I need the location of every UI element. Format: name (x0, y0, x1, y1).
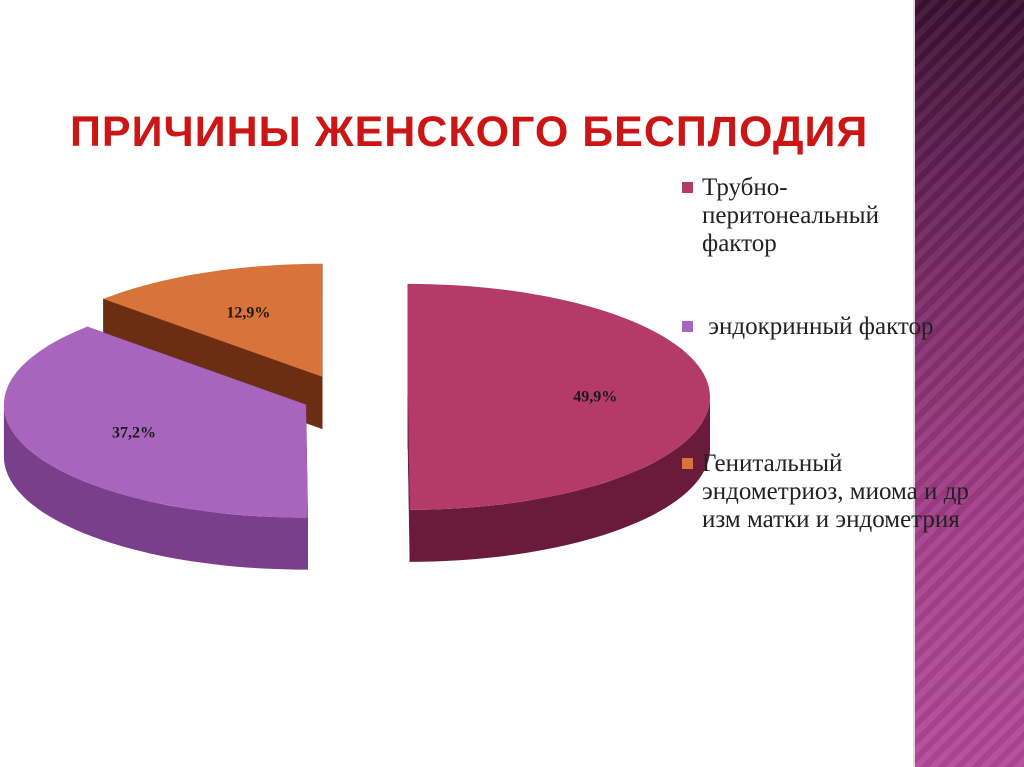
legend-label-endocrine: эндокринный фактор (702, 313, 934, 340)
decorative-divider (913, 0, 915, 767)
pie-slice-tubal-peritoneal (407, 283, 710, 510)
pie-slice-endocrine (3, 326, 308, 518)
legend-label-genital: Генитальный эндометриоз, миома и др изм … (702, 450, 969, 533)
pie-slice-cut-tubal-peritoneal-1 (407, 396, 411, 562)
slide-title: ПРИЧИНЫ ЖЕНСКОГО БЕСПЛОДИЯ (70, 108, 869, 156)
decorative-band (915, 0, 1024, 767)
pie-slice-side-endocrine-0 (3, 404, 308, 570)
pie-slice-side-tubal-peritoneal-0 (409, 396, 710, 562)
legend-swatch-tubal-peritoneal (682, 182, 693, 193)
pie-slice-genital (103, 263, 323, 377)
data-label-tubal-peritoneal: 49,9% (573, 389, 617, 406)
data-label-genital: 12,9% (226, 304, 270, 321)
data-label-endocrine: 37,2% (112, 425, 156, 442)
legend-swatch-genital (682, 458, 693, 469)
legend-swatch-endocrine (682, 321, 693, 332)
legend-label-tubal-peritoneal: Трубно-перитонеальный фактор (702, 174, 879, 257)
